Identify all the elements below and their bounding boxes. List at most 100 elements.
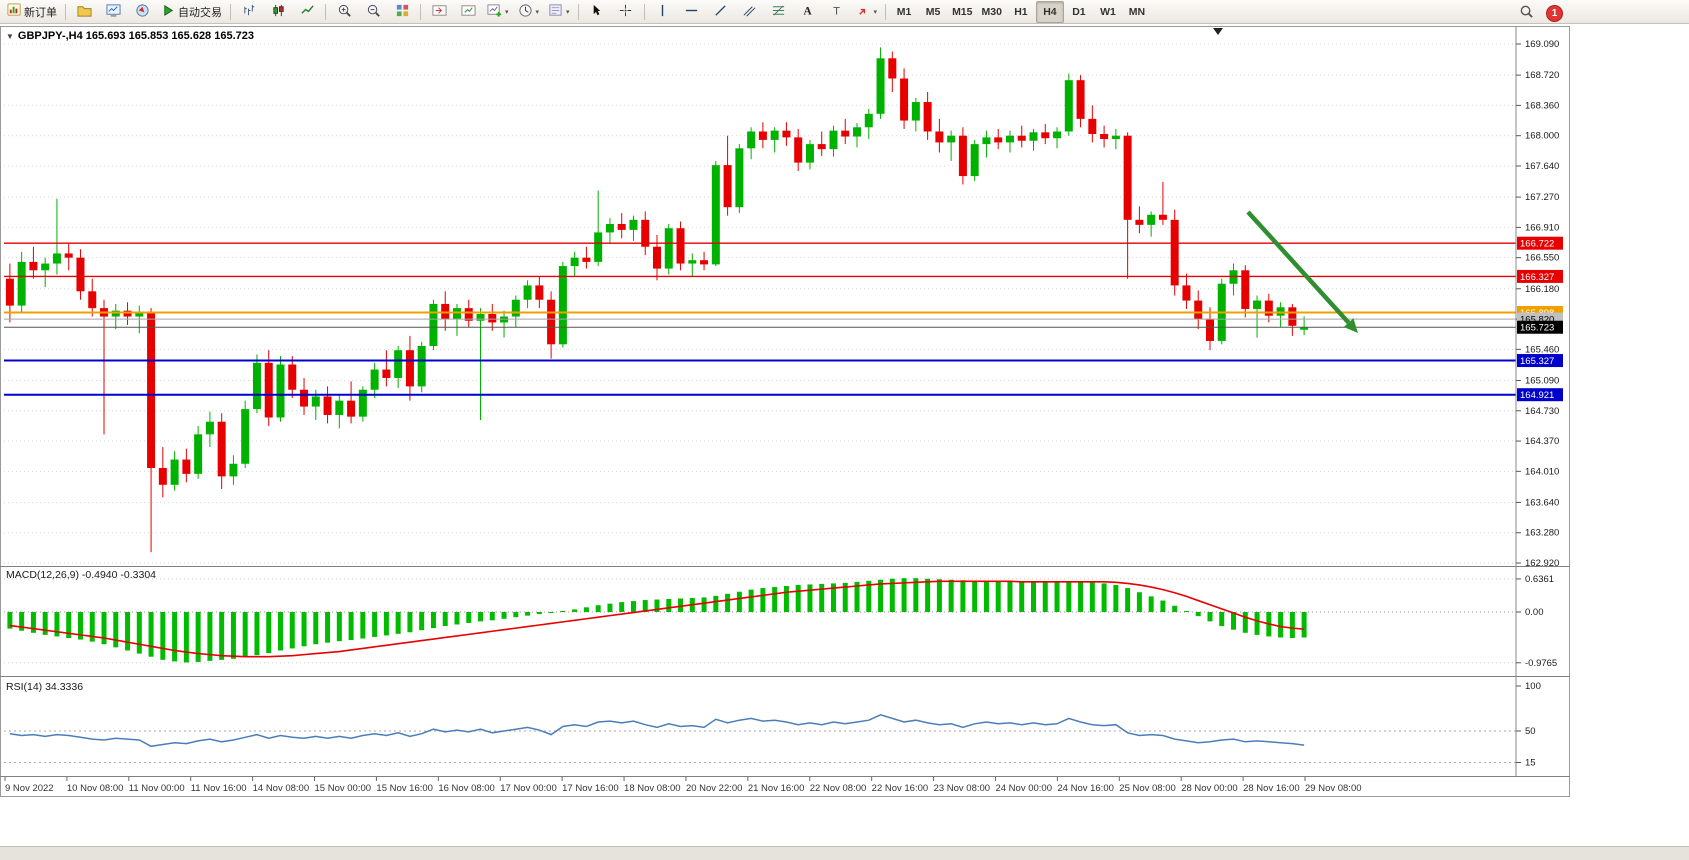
tile-windows-icon xyxy=(395,3,410,21)
bar-chart-button[interactable] xyxy=(235,1,263,23)
hline-icon xyxy=(684,3,699,21)
text-label-button[interactable]: T xyxy=(823,1,851,23)
new-chart-button[interactable]: ▾ xyxy=(483,1,513,23)
bottom-strip xyxy=(0,846,1689,860)
svg-text:166.327: 166.327 xyxy=(1520,272,1554,283)
svg-text:15: 15 xyxy=(1525,758,1536,769)
timeframe-m15-button[interactable]: M15 xyxy=(948,1,976,23)
zoom-in-button[interactable] xyxy=(330,1,358,23)
svg-text:165.723: 165.723 xyxy=(1520,323,1554,334)
svg-text:22 Nov 16:00: 22 Nov 16:00 xyxy=(872,783,929,794)
cursor-button[interactable] xyxy=(583,1,611,23)
timeframe-h1-button[interactable]: H1 xyxy=(1007,1,1035,23)
toolbar-separator xyxy=(885,3,887,20)
svg-text:168.360: 168.360 xyxy=(1525,100,1559,111)
line-chart-button[interactable] xyxy=(293,1,321,23)
svg-text:163.640: 163.640 xyxy=(1525,497,1559,508)
chart-title: ▼ GBPJPY-,H4 165.693 165.853 165.628 165… xyxy=(6,30,254,42)
navigator-button[interactable] xyxy=(128,1,156,23)
timeframe-m1-button-label: M1 xyxy=(896,5,912,18)
arrows-icon xyxy=(856,3,871,21)
svg-text:23 Nov 08:00: 23 Nov 08:00 xyxy=(934,783,991,794)
dropdown-arrow-icon: ▾ xyxy=(566,8,570,16)
crosshair-button[interactable] xyxy=(612,1,640,23)
timeframe-m30-button-label: M30 xyxy=(981,5,1002,18)
svg-text:18 Nov 08:00: 18 Nov 08:00 xyxy=(624,783,681,794)
price-tags: 166.722166.327165.898165.820165.723165.3… xyxy=(1517,236,1563,402)
tile-windows-button[interactable] xyxy=(388,1,416,23)
arrows-button[interactable]: ▾ xyxy=(852,1,882,23)
svg-text:164.370: 164.370 xyxy=(1525,436,1559,447)
svg-text:165.460: 165.460 xyxy=(1525,344,1559,355)
zoom-in-icon xyxy=(337,3,352,21)
svg-text:25 Nov 08:00: 25 Nov 08:00 xyxy=(1119,783,1176,794)
fibonacci-button[interactable] xyxy=(765,1,793,23)
dropdown-arrow-icon: ▾ xyxy=(535,8,540,16)
new-order-icon xyxy=(7,2,22,21)
auto-trading-icon xyxy=(161,3,176,21)
price-chart[interactable]: 169.090 168.720 168.360 168.000 167.640 167.2… xyxy=(0,26,1689,798)
timeframe-mn-button[interactable]: MN xyxy=(1123,1,1151,23)
navigator-icon xyxy=(135,3,150,21)
toolbar-separator xyxy=(420,3,421,20)
new-chart-icon xyxy=(487,3,502,21)
text-button[interactable]: A xyxy=(794,1,822,23)
time-axis[interactable]: 9 Nov 2022 10 Nov 08:00 11 Nov 00:00 11 Nov… xyxy=(4,777,1362,794)
timeframe-w1-button[interactable]: W1 xyxy=(1094,1,1122,23)
periods-button[interactable]: ▾ xyxy=(514,1,544,23)
toolbar-separator xyxy=(577,3,579,20)
svg-text:11 Nov 00:00: 11 Nov 00:00 xyxy=(129,783,185,794)
timeframe-m15-button-label: M15 xyxy=(952,5,973,18)
new-order-button-label: 新订单 xyxy=(24,6,57,19)
svg-text:17 Nov 16:00: 17 Nov 16:00 xyxy=(562,783,619,794)
trendline-button[interactable] xyxy=(707,1,735,23)
cursor-icon xyxy=(589,3,604,21)
annotations[interactable] xyxy=(1246,210,1358,333)
svg-text:0.00: 0.00 xyxy=(1525,607,1544,618)
timeframe-d1-button[interactable]: D1 xyxy=(1065,1,1093,23)
chart-title-text: GBPJPY-,H4 165.693 165.853 165.628 165.7… xyxy=(17,30,254,42)
equidistant-channel-button[interactable] xyxy=(736,1,764,23)
toolbar-separator xyxy=(65,3,66,20)
new-order-button[interactable]: 新订单 xyxy=(3,1,61,23)
toolbar-separator xyxy=(325,3,326,20)
market-watch-button[interactable] xyxy=(99,1,127,23)
svg-text:100: 100 xyxy=(1525,681,1541,692)
toolbar-right: 1 xyxy=(1512,2,1563,24)
svg-text:165.327: 165.327 xyxy=(1520,356,1554,367)
svg-text:165.090: 165.090 xyxy=(1525,375,1559,386)
horizontal-lines[interactable] xyxy=(4,242,1516,396)
candles-layer[interactable] xyxy=(5,47,1309,553)
auto-trading-button[interactable]: 自动交易 xyxy=(157,1,226,23)
svg-text:T: T xyxy=(833,5,840,17)
profiles-button[interactable] xyxy=(70,1,98,23)
trend-arrow xyxy=(1246,210,1351,325)
search-button[interactable] xyxy=(1512,2,1540,24)
svg-text:166.910: 166.910 xyxy=(1525,222,1559,233)
timeframe-m30-button[interactable]: M30 xyxy=(978,1,1006,23)
chart-shift-icon xyxy=(431,3,447,21)
candlestick-chart-button[interactable] xyxy=(264,1,292,23)
market-watch-icon xyxy=(105,3,121,21)
zoom-out-button[interactable] xyxy=(359,1,387,23)
candle-chart-icon xyxy=(271,3,286,21)
vertical-line-button[interactable] xyxy=(649,1,677,23)
text-label-icon: T xyxy=(829,3,844,21)
timeframe-m5-button[interactable]: M5 xyxy=(919,1,947,23)
chart-shift-button[interactable] xyxy=(425,1,453,23)
svg-text:163.280: 163.280 xyxy=(1525,528,1559,539)
notification-badge[interactable]: 1 xyxy=(1546,4,1563,22)
collapse-icon[interactable]: ▼ xyxy=(6,31,14,41)
auto-scroll-button[interactable] xyxy=(454,1,482,23)
svg-text:22 Nov 08:00: 22 Nov 08:00 xyxy=(810,783,867,794)
timeframe-m1-button[interactable]: M1 xyxy=(890,1,918,23)
svg-text:164.010: 164.010 xyxy=(1525,466,1559,477)
timeframe-h4-button[interactable]: H4 xyxy=(1035,0,1064,23)
period-icon xyxy=(518,3,533,21)
rsi-label: RSI(14) 34.3336 xyxy=(6,681,84,693)
templates-button[interactable]: ▾ xyxy=(544,1,574,23)
horizontal-line-button[interactable] xyxy=(678,1,706,23)
svg-text:164.730: 164.730 xyxy=(1525,406,1559,417)
fibonacci-icon xyxy=(771,3,786,21)
auto-scroll-icon xyxy=(460,3,476,21)
